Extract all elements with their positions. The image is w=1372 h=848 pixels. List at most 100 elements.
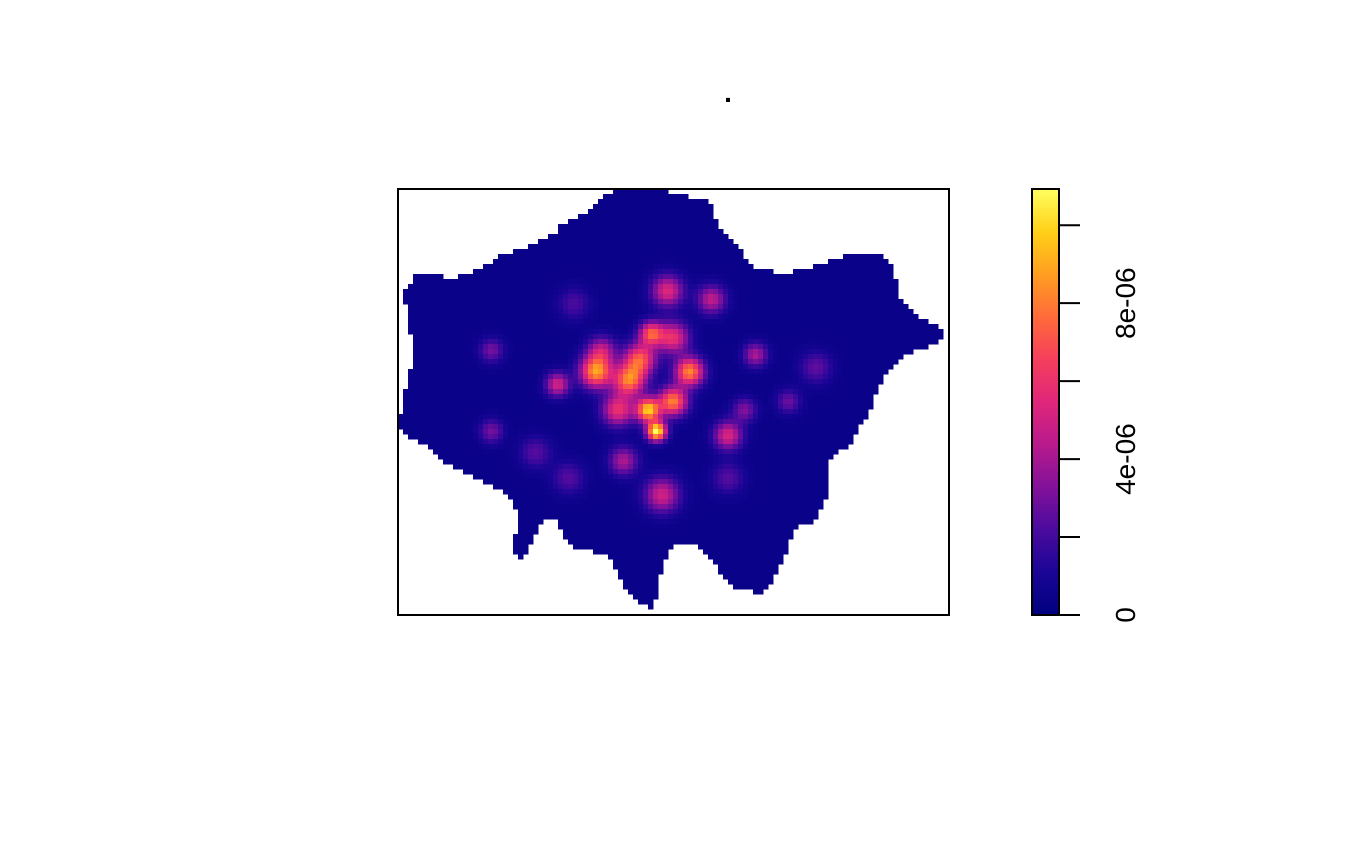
heatmap-cell xyxy=(533,414,539,420)
heatmap-cell xyxy=(708,369,714,375)
heatmap-cell xyxy=(593,354,599,360)
heatmap-cell xyxy=(818,389,824,395)
heatmap-cell xyxy=(543,374,549,380)
heatmap-cell xyxy=(423,364,429,370)
heatmap-cell xyxy=(738,254,744,260)
heatmap-cell xyxy=(878,294,884,300)
heatmap-cell xyxy=(853,349,859,355)
heatmap-cell xyxy=(698,489,704,495)
heatmap-cell xyxy=(663,419,669,425)
heatmap-cell xyxy=(558,259,564,265)
heatmap-cell xyxy=(638,209,644,215)
heatmap-cell xyxy=(478,324,484,330)
heatmap-cell xyxy=(788,359,794,365)
heatmap-cell xyxy=(613,459,619,465)
heatmap-cell xyxy=(593,244,599,250)
heatmap-cell xyxy=(588,214,594,220)
heatmap-cell xyxy=(823,304,829,310)
heatmap-cell xyxy=(828,389,834,395)
heatmap-cell xyxy=(678,284,684,290)
heatmap-cell xyxy=(758,489,764,495)
heatmap-cell xyxy=(573,499,579,505)
heatmap-cell xyxy=(788,489,794,495)
heatmap-cell xyxy=(583,354,589,360)
heatmap-cell xyxy=(483,394,489,400)
heatmap-cell xyxy=(493,394,499,400)
heatmap-cell xyxy=(938,334,944,340)
heatmap-cell xyxy=(798,414,804,420)
heatmap-cell xyxy=(683,404,689,410)
heatmap-cell xyxy=(793,309,799,315)
heatmap-cell xyxy=(838,284,844,290)
heatmap-cell xyxy=(698,424,704,430)
heatmap-cell xyxy=(658,504,664,510)
heatmap-cell xyxy=(688,264,694,270)
heatmap-cell xyxy=(678,339,684,345)
heatmap-cell xyxy=(628,449,634,455)
heatmap-cell xyxy=(873,284,879,290)
heatmap-cell xyxy=(733,494,739,500)
heatmap-cell xyxy=(648,484,654,490)
heatmap-cell xyxy=(463,299,469,305)
heatmap-cell xyxy=(548,249,554,255)
heatmap-cell xyxy=(458,409,464,415)
heatmap-cell xyxy=(638,314,644,320)
heatmap-cell xyxy=(813,354,819,360)
heatmap-cell xyxy=(423,374,429,380)
heatmap-cell xyxy=(703,334,709,340)
heatmap-cell xyxy=(523,509,529,515)
heatmap-cell xyxy=(638,389,644,395)
heatmap-cell xyxy=(558,424,564,430)
heatmap-cell xyxy=(778,319,784,325)
heatmap-cell xyxy=(643,374,649,380)
heatmap-cell xyxy=(843,309,849,315)
heatmap-cell xyxy=(883,314,889,320)
heatmap-cell xyxy=(478,474,484,480)
heatmap-cell xyxy=(703,264,709,270)
heatmap-cell xyxy=(543,399,549,405)
heatmap-cell xyxy=(783,324,789,330)
heatmap-cell xyxy=(448,279,454,285)
heatmap-cell xyxy=(628,364,634,370)
heatmap-cell xyxy=(708,469,714,475)
heatmap-cell xyxy=(663,214,669,220)
heatmap-cell xyxy=(568,454,574,460)
heatmap-cell xyxy=(633,309,639,315)
heatmap-cell xyxy=(508,379,514,385)
heatmap-cell xyxy=(628,384,634,390)
heatmap-cell xyxy=(583,314,589,320)
heatmap-cell xyxy=(878,344,884,350)
heatmap-cell xyxy=(633,429,639,435)
heatmap-cell xyxy=(823,344,829,350)
heatmap-cell xyxy=(793,329,799,335)
heatmap-cell xyxy=(638,464,644,470)
heatmap-cell xyxy=(683,289,689,295)
heatmap-cell xyxy=(478,454,484,460)
heatmap-cell xyxy=(508,384,514,390)
heatmap-cell xyxy=(683,214,689,220)
heatmap-cell xyxy=(853,424,859,430)
heatmap-cell xyxy=(533,419,539,425)
heatmap-cell xyxy=(728,339,734,345)
heatmap-cell xyxy=(618,424,624,430)
heatmap-cell xyxy=(733,254,739,260)
heatmap-cell xyxy=(848,354,854,360)
heatmap-cell xyxy=(468,449,474,455)
heatmap-cell xyxy=(798,364,804,370)
heatmap-cell xyxy=(608,389,614,395)
heatmap-cell xyxy=(863,354,869,360)
heatmap-cell xyxy=(858,269,864,275)
heatmap-cell xyxy=(568,514,574,520)
heatmap-cell xyxy=(633,479,639,485)
heatmap-cell xyxy=(518,434,524,440)
heatmap-cell xyxy=(633,339,639,345)
heatmap-cell xyxy=(673,279,679,285)
heatmap-cell xyxy=(438,404,444,410)
heatmap-cell xyxy=(473,449,479,455)
heatmap-cell xyxy=(668,244,674,250)
heatmap-cell xyxy=(533,474,539,480)
heatmap-cell xyxy=(608,204,614,210)
heatmap-cell xyxy=(738,274,744,280)
heatmap-cell xyxy=(853,334,859,340)
heatmap-cell xyxy=(743,474,749,480)
